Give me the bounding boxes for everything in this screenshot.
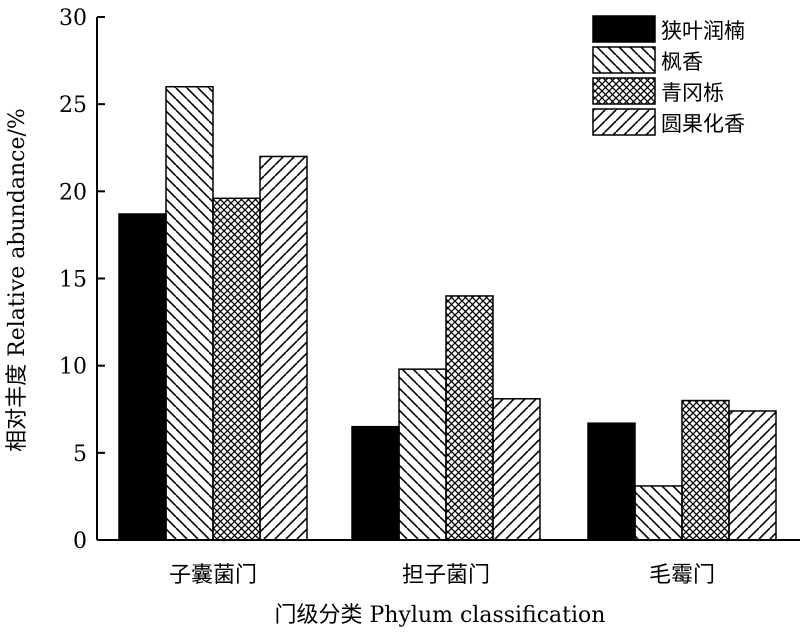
y-axis-title: 相对丰度 Relative abundance/% bbox=[5, 108, 30, 452]
y-tick-label: 25 bbox=[59, 93, 87, 118]
legend-label: 狭叶润楠 bbox=[661, 19, 745, 43]
legend-label: 青冈栎 bbox=[661, 81, 724, 105]
y-tick-label: 20 bbox=[59, 180, 87, 205]
bar-3-4 bbox=[728, 410, 777, 541]
legend-label: 枫香 bbox=[661, 50, 703, 74]
bar-1-3 bbox=[212, 197, 261, 541]
legend-label: 圆果化香 bbox=[661, 112, 745, 136]
legend-swatch bbox=[592, 15, 656, 43]
bar-2-2 bbox=[398, 368, 447, 541]
axes-group: 0 5 10 15 20 25 30 bbox=[59, 6, 800, 554]
bar-1-4 bbox=[259, 155, 308, 541]
x-tick-label: 毛霉门 bbox=[649, 563, 715, 588]
bar-3-1 bbox=[587, 422, 636, 541]
bar-2-3 bbox=[445, 295, 494, 541]
legend-swatch bbox=[592, 77, 656, 105]
legend-swatch bbox=[592, 108, 656, 136]
bar-3-2 bbox=[634, 485, 683, 541]
x-axis-title: 门级分类 Phylum classification bbox=[275, 603, 606, 628]
bar-1-1 bbox=[118, 213, 167, 541]
bars-group: 子囊菌门 担子菌门 毛霉门 bbox=[118, 85, 777, 588]
bar-2-4 bbox=[492, 398, 541, 541]
legend-swatch bbox=[592, 46, 656, 74]
y-tick-label: 0 bbox=[73, 529, 87, 554]
y-tick-label: 10 bbox=[59, 355, 87, 380]
x-tick-label: 担子菌门 bbox=[402, 563, 490, 588]
bar-2-1 bbox=[351, 425, 400, 541]
y-tick-label: 5 bbox=[73, 442, 87, 467]
bar-1-2 bbox=[165, 85, 214, 541]
x-tick-label: 子囊菌门 bbox=[169, 563, 257, 588]
bar-3-3 bbox=[681, 399, 730, 541]
y-tick-label: 30 bbox=[59, 6, 87, 31]
y-tick-label: 15 bbox=[59, 268, 87, 293]
